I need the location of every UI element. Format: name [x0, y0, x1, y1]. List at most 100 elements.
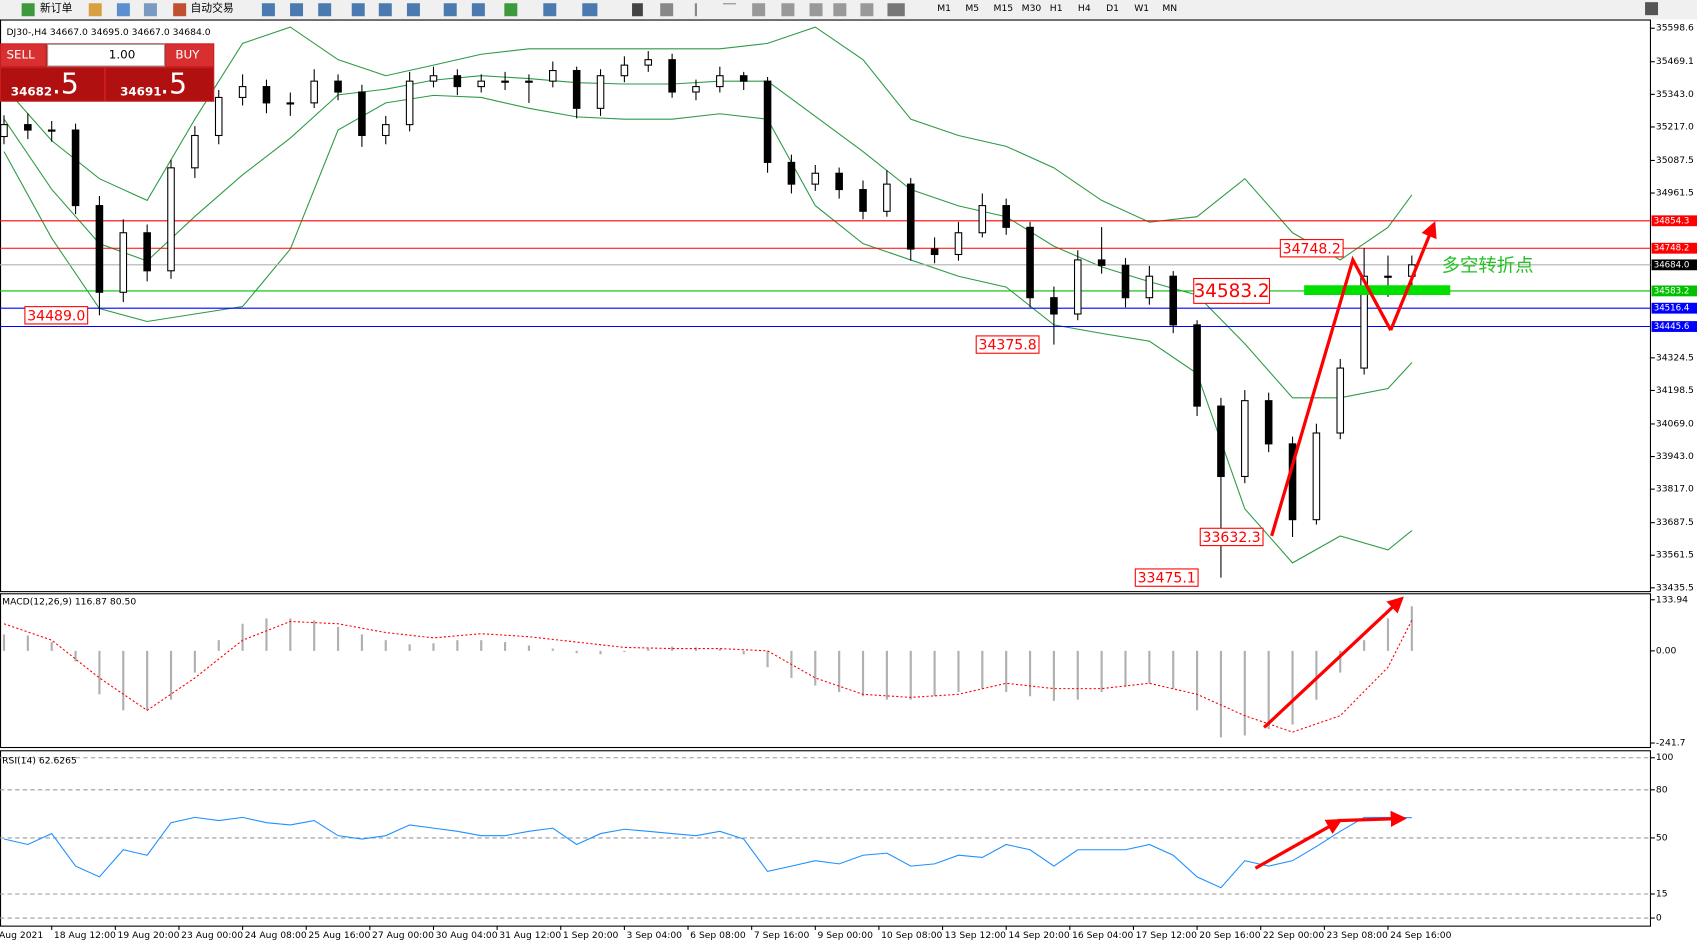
toolbar-icon[interactable] [88, 3, 102, 17]
price-annotation: 33475.1 [1138, 571, 1196, 587]
candle-body [1360, 275, 1368, 369]
candle-body [835, 172, 843, 191]
new-order-icon[interactable] [21, 3, 35, 17]
toolbar-icon[interactable] [860, 3, 874, 17]
buy-price-fraction[interactable]: .5 [160, 68, 187, 101]
timeframe-bar: M1 M5 M15 M30 H1 H4 D1 W1 MN [937, 3, 1177, 14]
candle-body [47, 129, 56, 132]
new-order-button[interactable]: 新订单 [40, 1, 73, 15]
chart-title: DJ30-,H4 34667.0 34695.0 34667.0 34684.0 [6, 27, 210, 38]
y-tick-label: 0.00 [1656, 645, 1677, 656]
timeframe-button[interactable]: H4 [1078, 3, 1091, 14]
candle-body [859, 189, 867, 212]
buy-button[interactable] [165, 44, 214, 67]
one-click-trading: SELL 1.00 BUY 34682 .5 34691 .5 [0, 43, 215, 102]
price-tag-label: 34583.2 [1654, 286, 1690, 296]
toolbar-icon[interactable] [887, 3, 905, 17]
toolbar-icon[interactable] [504, 3, 518, 17]
toolbar-icon[interactable] [143, 3, 157, 17]
price-annotation: 34489.0 [27, 308, 85, 324]
sell-price-fraction[interactable]: .5 [52, 68, 79, 101]
candle-body [453, 75, 462, 88]
price-annotation: 34375.8 [979, 338, 1037, 354]
timeframe-button[interactable]: M5 [965, 3, 979, 14]
toolbar-icon[interactable] [660, 3, 674, 17]
candle-body [71, 129, 80, 207]
buy-label[interactable]: BUY [175, 48, 200, 62]
candle-body [692, 86, 700, 93]
toolbar-icon[interactable] [582, 3, 598, 17]
timeframe-button[interactable]: MN [1162, 3, 1177, 14]
main-panel-frame [0, 19, 1652, 593]
x-tick-label: 30 Aug 04:00 [436, 930, 498, 941]
candle-body [477, 80, 486, 88]
sell-button[interactable] [1, 44, 46, 67]
candle-body [1384, 275, 1392, 278]
timeframe-button[interactable]: H1 [1050, 3, 1063, 14]
y-tick-label: 80 [1656, 784, 1668, 795]
toolbar-icon[interactable] [722, 3, 736, 5]
macd-signal [3, 619, 1413, 733]
x-tick-label: 22 Sep 00:00 [1263, 930, 1324, 941]
toolbar-icon[interactable] [543, 3, 557, 17]
candle-body [334, 80, 342, 93]
y-tick-label: 0 [1656, 913, 1662, 924]
drawings: 多空转折点 [1254, 221, 1534, 870]
candle-body [811, 172, 820, 185]
toolbar-icon[interactable] [351, 3, 365, 17]
candle-body [429, 75, 438, 82]
price-tag [1651, 321, 1697, 332]
y-tick-label: -241.7 [1656, 738, 1686, 749]
toolbar-icon[interactable] [809, 3, 823, 17]
price-annotation-box [24, 306, 89, 325]
buy-price[interactable]: 34691 [120, 85, 161, 99]
toolbar-icon[interactable] [833, 3, 847, 17]
candle-body [119, 232, 128, 293]
lot-value[interactable]: 1.00 [109, 48, 135, 62]
sell-label[interactable]: SELL [6, 48, 35, 62]
toolbar-icon[interactable] [116, 3, 130, 17]
price-annotation-box [1279, 239, 1344, 258]
toolbar-icon[interactable] [632, 3, 643, 17]
toolbar-icon[interactable] [752, 3, 766, 17]
macd-arrow [1262, 596, 1404, 729]
auto-trading-button[interactable]: 自动交易 [190, 1, 233, 15]
candle-body [1169, 275, 1178, 326]
toolbar-icon[interactable] [318, 3, 332, 17]
pivot-note: 多空转折点 [1442, 255, 1534, 276]
price-annotation: 33632.3 [1203, 530, 1261, 546]
toolbar-icon[interactable] [781, 3, 795, 17]
candle-body [787, 161, 796, 185]
timeframe-button[interactable]: M15 [994, 3, 1014, 14]
x-tick-label: 23 Aug 00:00 [181, 930, 243, 941]
toolbar-icon[interactable] [378, 3, 392, 17]
timeframe-button[interactable]: M1 [937, 3, 951, 14]
timeframe-button[interactable]: W1 [1134, 3, 1149, 14]
y-tick-label: 33817.0 [1656, 484, 1694, 495]
toolbar-icon[interactable] [694, 3, 697, 17]
macd-panel-frame [0, 593, 1652, 749]
price-tag-label: 34748.2 [1654, 244, 1690, 254]
toolbar-icon[interactable] [261, 3, 275, 17]
toolbar-icon[interactable] [471, 3, 485, 17]
toolbar-icon[interactable] [290, 3, 304, 17]
timeframe-button[interactable]: D1 [1106, 3, 1119, 14]
search-icon[interactable] [1645, 2, 1659, 16]
y-tick-label: 35343.0 [1656, 89, 1694, 100]
sell-price[interactable]: 34682 [11, 85, 52, 99]
toolbar-icon[interactable] [406, 3, 420, 17]
candle-body [906, 183, 915, 250]
candle-body [620, 64, 629, 77]
x-tick-label: 24 Aug 08:00 [245, 930, 307, 941]
toolbar-icon[interactable] [443, 3, 457, 17]
sell-price-box[interactable] [1, 68, 104, 101]
timeframe-button[interactable]: M30 [1022, 3, 1042, 14]
x-tick-label: 23 Sep 08:00 [1327, 930, 1388, 941]
buy-price-box[interactable] [106, 68, 214, 101]
lot-field[interactable] [47, 43, 166, 67]
macd-title: MACD(12,26,9) 116.87 80.50 [2, 596, 136, 607]
auto-trading-icon[interactable] [173, 3, 187, 17]
